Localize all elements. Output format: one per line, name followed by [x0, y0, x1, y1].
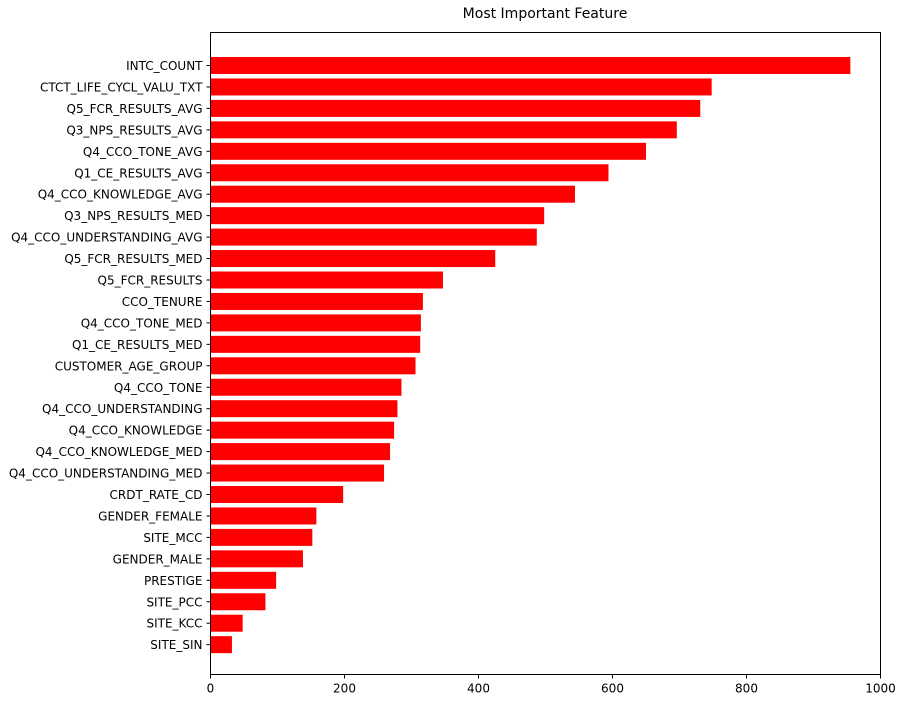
- bar-site-pcc: [210, 593, 266, 611]
- y-tick-label: SITE_MCC: [143, 531, 202, 545]
- bar-q5-fcr-results-med: [210, 250, 496, 268]
- x-tick-label: 600: [601, 682, 624, 696]
- y-tick-label: Q5_FCR_RESULTS: [98, 274, 203, 288]
- chart-title: Most Important Feature: [462, 6, 628, 22]
- y-tick-label: CCO_TENURE: [122, 295, 203, 309]
- bar-customer-age-group: [210, 357, 416, 375]
- y-tick-label: GENDER_MALE: [113, 552, 203, 566]
- x-tick-label: 400: [467, 682, 490, 696]
- y-tick-label: Q4_CCO_UNDERSTANDING_MED: [9, 467, 203, 481]
- bar-q4-cco-tone: [210, 378, 402, 396]
- y-tick-label: Q5_FCR_RESULTS_AVG: [67, 102, 203, 116]
- bar-q1-ce-results-med: [210, 335, 421, 353]
- y-tick-label: Q4_CCO_KNOWLEDGE: [69, 424, 203, 438]
- bar-q4-cco-understanding: [210, 400, 398, 418]
- bar-q4-cco-tone-avg: [210, 142, 646, 160]
- bar-q5-fcr-results-avg: [210, 99, 701, 117]
- bar-q3-nps-results-avg: [210, 121, 677, 139]
- bar-ctct-life-cycl-valu-txt: [210, 78, 712, 96]
- y-tick-label: CUSTOMER_AGE_GROUP: [55, 359, 203, 373]
- x-tick-label: 200: [333, 682, 356, 696]
- bar-crdt-rate-cd: [210, 486, 344, 503]
- bar-gender-female: [210, 507, 317, 525]
- bar-q4-cco-knowledge-med: [210, 443, 391, 461]
- y-tick-label: SITE_PCC: [146, 595, 202, 609]
- bar-q4-cco-knowledge: [210, 421, 395, 439]
- bar-q4-cco-understanding-avg: [210, 228, 537, 246]
- y-tick-label: Q4_CCO_TONE: [114, 381, 203, 395]
- bar-gender-male: [210, 550, 303, 568]
- y-tick-label: SITE_SIN: [150, 638, 202, 652]
- bar-q5-fcr-results: [210, 271, 443, 289]
- y-tick-label: INTC_COUNT: [126, 59, 203, 73]
- bar-q3-nps-results-med: [210, 207, 545, 225]
- y-tick-label: Q3_NPS_RESULTS_MED: [64, 209, 202, 223]
- y-tick-label: Q4_CCO_UNDERSTANDING: [42, 402, 202, 416]
- y-tick-label: Q4_CCO_KNOWLEDGE_MED: [35, 445, 202, 459]
- x-tick-label: 1000: [865, 682, 896, 696]
- bar-intc-count: [210, 57, 851, 74]
- y-tick-label: Q1_CE_RESULTS_AVG: [74, 166, 202, 180]
- bar-q4-cco-knowledge-avg: [210, 185, 575, 203]
- y-tick-label: Q5_FCR_RESULTS_MED: [64, 252, 202, 266]
- bar-q4-cco-tone-med: [210, 314, 421, 332]
- bar-site-mcc: [210, 528, 313, 546]
- y-tick-label: Q1_CE_RESULTS_MED: [72, 338, 203, 352]
- x-tick-label: 800: [735, 682, 758, 696]
- plot-frame: [210, 32, 881, 675]
- x-tick-label: 0: [207, 682, 215, 696]
- y-tick-label: SITE_KCC: [146, 617, 202, 631]
- x-axis: 0 200 400 600 800 1000: [207, 674, 896, 696]
- bar-q4-cco-understanding-med: [210, 464, 385, 482]
- bar-q1-ce-results-avg: [210, 164, 609, 182]
- y-tick-label: Q4_CCO_TONE_MED: [81, 316, 203, 330]
- bar-site-sin: [210, 636, 232, 654]
- bar-prestige: [210, 571, 277, 589]
- y-tick-label: PRESTIGE: [144, 574, 203, 588]
- y-tick-label: Q4_CCO_TONE_AVG: [83, 145, 203, 159]
- y-tick-label: CTCT_LIFE_CYCL_VALU_TXT: [40, 80, 203, 94]
- bar-site-kcc: [210, 614, 243, 632]
- y-tick-label: Q4_CCO_KNOWLEDGE_AVG: [38, 188, 203, 202]
- y-tick-label: CRDT_RATE_CD: [110, 488, 203, 502]
- bar-cco-tenure: [210, 292, 423, 310]
- y-tick-label: Q3_NPS_RESULTS_AVG: [66, 123, 202, 137]
- bars-group: [210, 57, 851, 654]
- y-tick-label: GENDER_FEMALE: [98, 509, 202, 523]
- y-tick-label: Q4_CCO_UNDERSTANDING_AVG: [11, 231, 202, 245]
- y-tick-labels: INTC_COUNT CTCT_LIFE_CYCL_VALU_TXT Q5_FCR_…: [9, 59, 211, 652]
